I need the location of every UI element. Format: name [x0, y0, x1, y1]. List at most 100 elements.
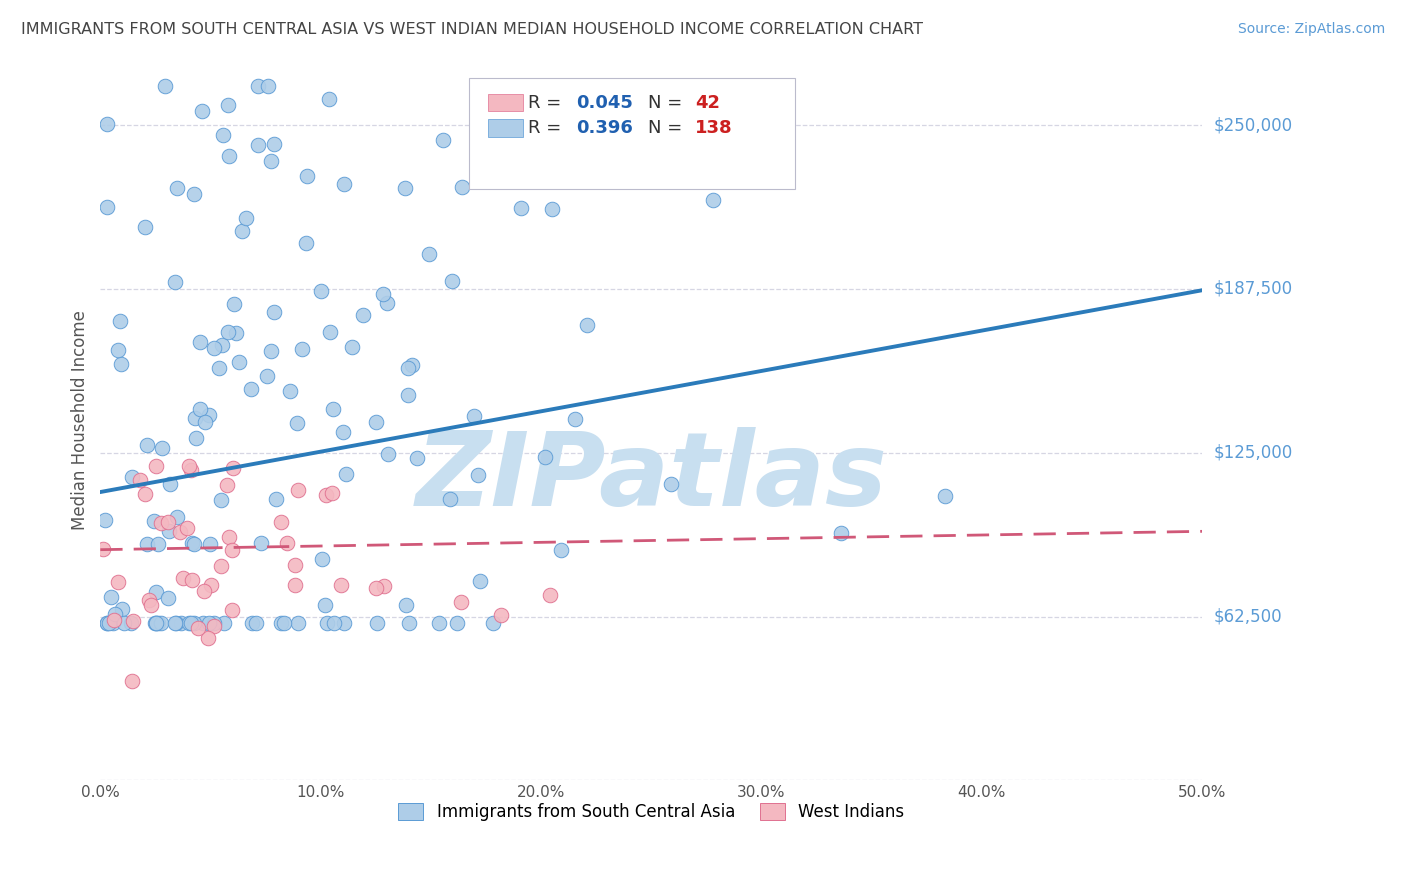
Point — [135, 537, 157, 551]
Point — [193, 584, 215, 599]
Point — [225, 326, 247, 341]
Point — [107, 574, 129, 589]
Point — [366, 615, 388, 630]
Point — [146, 536, 169, 550]
Point — [183, 187, 205, 202]
FancyBboxPatch shape — [488, 120, 523, 136]
Point — [576, 318, 599, 333]
Point — [208, 361, 231, 376]
Point — [321, 485, 343, 500]
Point — [108, 314, 131, 328]
Point — [406, 450, 429, 465]
Point — [198, 409, 221, 423]
Point — [550, 543, 572, 558]
Point — [510, 201, 533, 215]
Point — [467, 467, 489, 482]
Point — [245, 615, 267, 630]
Point — [249, 535, 271, 549]
Point — [246, 137, 269, 152]
Point — [179, 615, 201, 630]
Point — [96, 615, 118, 630]
Point — [120, 615, 142, 630]
Point — [198, 615, 221, 630]
Point — [179, 458, 201, 473]
Point — [418, 247, 440, 261]
Point — [181, 536, 204, 550]
Point — [273, 615, 295, 630]
Text: $125,000: $125,000 — [1213, 443, 1292, 462]
Point — [91, 542, 114, 557]
Point — [96, 200, 118, 214]
Point — [309, 284, 332, 298]
Point — [172, 572, 194, 586]
Point — [541, 202, 564, 217]
Point — [184, 411, 207, 425]
Text: N =: N = — [648, 94, 688, 112]
Point — [489, 608, 512, 623]
Point — [276, 535, 298, 549]
Point — [110, 357, 132, 371]
Point — [200, 537, 222, 551]
Point — [197, 632, 219, 646]
Point — [183, 615, 205, 630]
Point — [135, 438, 157, 452]
Point — [375, 296, 398, 310]
Point — [211, 338, 233, 352]
Point — [145, 615, 167, 630]
Text: R =: R = — [527, 119, 567, 137]
Point — [564, 412, 586, 426]
Text: ZIPatlas: ZIPatlas — [415, 427, 887, 528]
Point — [332, 177, 354, 191]
Point — [398, 615, 420, 630]
Point — [107, 343, 129, 358]
Text: 0.045: 0.045 — [576, 94, 633, 112]
Text: Source: ZipAtlas.com: Source: ZipAtlas.com — [1237, 22, 1385, 37]
Point — [284, 578, 307, 592]
Point — [169, 525, 191, 540]
Point — [138, 592, 160, 607]
Y-axis label: Median Household Income: Median Household Income — [72, 310, 89, 530]
Point — [104, 607, 127, 621]
Point — [295, 169, 318, 183]
Point — [463, 409, 485, 423]
Point — [260, 154, 283, 169]
Point — [432, 133, 454, 147]
Point — [287, 483, 309, 497]
Point — [163, 615, 186, 630]
Point — [165, 275, 187, 289]
Point — [143, 514, 166, 528]
Point — [217, 98, 239, 112]
Point — [166, 510, 188, 524]
Point — [217, 325, 239, 339]
Point — [180, 573, 202, 587]
Point — [395, 598, 418, 612]
Point — [200, 578, 222, 592]
Point — [184, 431, 207, 445]
Point — [427, 615, 450, 630]
Text: 0.396: 0.396 — [576, 119, 633, 137]
Text: 42: 42 — [696, 94, 720, 112]
Point — [100, 590, 122, 604]
Point — [212, 615, 235, 630]
Point — [538, 588, 561, 602]
Text: N =: N = — [648, 119, 688, 137]
Point — [270, 615, 292, 630]
Point — [187, 621, 209, 635]
Point — [340, 340, 363, 354]
Point — [291, 342, 314, 356]
Point — [314, 598, 336, 612]
Point — [209, 493, 232, 508]
Point — [224, 297, 246, 311]
Point — [212, 128, 235, 142]
Point — [240, 382, 263, 396]
Point — [401, 359, 423, 373]
Point — [141, 598, 163, 612]
Point — [322, 615, 344, 630]
Point — [231, 224, 253, 238]
Point — [103, 613, 125, 627]
Point — [202, 615, 225, 630]
Point — [333, 615, 356, 630]
Text: 138: 138 — [696, 119, 733, 137]
Point — [218, 149, 240, 163]
Text: $187,500: $187,500 — [1213, 280, 1292, 298]
